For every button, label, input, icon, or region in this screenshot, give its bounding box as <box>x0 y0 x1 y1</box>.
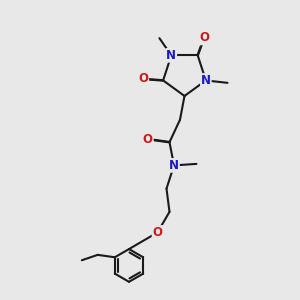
Text: O: O <box>138 72 148 86</box>
Text: N: N <box>169 159 179 172</box>
Text: O: O <box>143 133 153 146</box>
Text: O: O <box>199 32 209 44</box>
Text: N: N <box>201 74 211 87</box>
Text: N: N <box>166 49 176 62</box>
Text: O: O <box>152 226 163 239</box>
